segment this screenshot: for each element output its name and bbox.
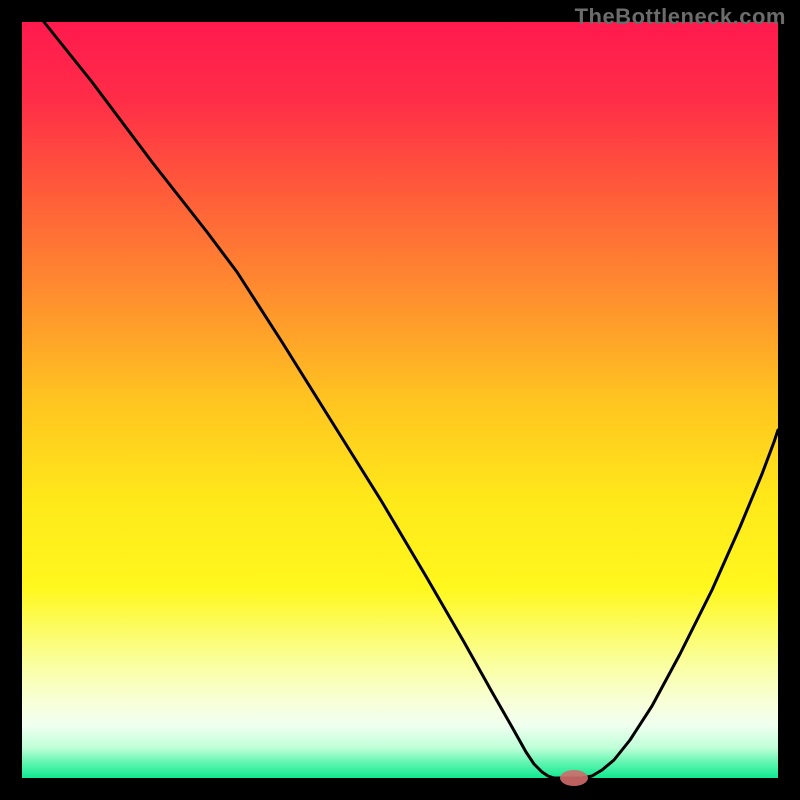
chart-svg xyxy=(0,0,800,800)
chart-container: TheBottleneck.com xyxy=(0,0,800,800)
minimum-marker xyxy=(560,770,588,786)
watermark-label: TheBottleneck.com xyxy=(575,4,786,30)
plot-background xyxy=(22,22,778,778)
